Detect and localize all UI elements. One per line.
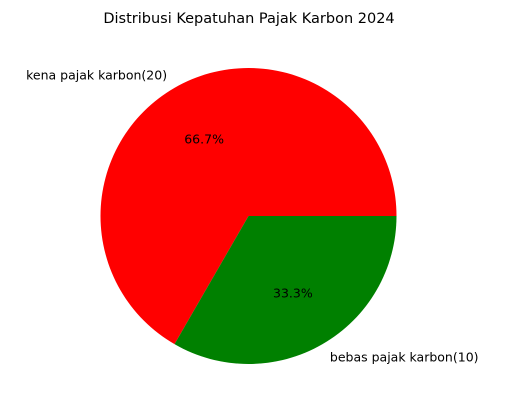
pie-labels: 66.7% kena pajak karbon(20) 33.3% bebas paj… [26, 68, 478, 365]
chart-title: Distribusi Kepatuhan Pajak Karbon 2024 [103, 11, 394, 27]
pie-slice-2-percent: 33.3% [273, 285, 313, 300]
pie-slices [100, 68, 397, 364]
pie-slice-1 [100, 68, 397, 345]
pie-slice-1-label: kena pajak karbon(20) [26, 68, 167, 83]
pie-slice-1-percent: 66.7% [184, 132, 224, 147]
pie-slice-2 [174, 216, 397, 364]
pie-slice-2-label: bebas pajak karbon(10) [330, 349, 479, 364]
